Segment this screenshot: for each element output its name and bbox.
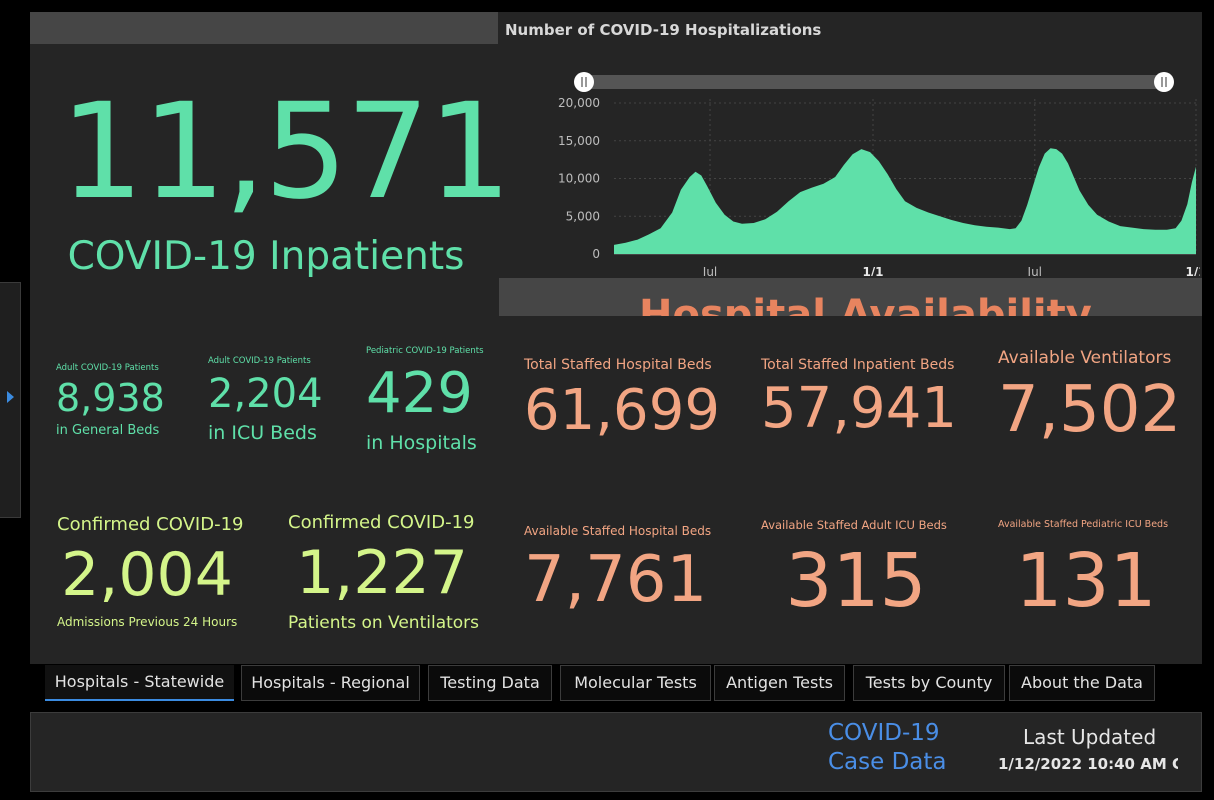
stat-subtitle: in General Beds (56, 423, 160, 438)
adult-icu-beds-value: 2,204 (208, 371, 323, 417)
availability-title: Hospital Availability (639, 292, 1092, 316)
available-pediatric-icu-beds-value: 131 (1015, 538, 1157, 624)
y-tick-label: 10,000 (558, 172, 600, 186)
last-updated-value: 1/12/2022 10:40 AM CT (998, 755, 1178, 773)
header-bar (30, 12, 498, 44)
range-handle-left[interactable] (574, 72, 594, 92)
tab-hospitals-regional[interactable]: Hospitals - Regional (241, 665, 420, 701)
dashboard-panel: Number of COVID-19 Hospitalizations 11,5… (30, 12, 1202, 664)
adult-general-beds-value: 8,938 (56, 376, 165, 420)
tab-testing-data[interactable]: Testing Data (428, 665, 552, 701)
tab-hospitals-statewide[interactable]: Hospitals - Statewide (45, 665, 234, 701)
total-staffed-inpatient-beds-value: 57,941 (761, 376, 957, 441)
x-tick-label: 1/1 (862, 265, 883, 276)
adult-general-beds-stat: Adult COVID-19 Patients 8,938 in General… (56, 363, 165, 438)
stat-subtitle: Admissions Previous 24 Hours (57, 615, 238, 629)
stat-caption: Available Staffed Adult ICU Beds (761, 518, 947, 532)
y-tick-label: 0 (592, 247, 600, 261)
admissions-24h-stat: Confirmed COVID-19 2,004 Admissions Prev… (57, 514, 244, 629)
stat-subtitle: Patients on Ventilators (288, 613, 480, 633)
stat-caption: Available Staffed Hospital Beds (524, 524, 712, 538)
available-staffed-hospital-beds-value: 7,761 (524, 543, 708, 617)
case-link-line2: Case Data (828, 749, 947, 775)
tab-molecular-tests[interactable]: Molecular Tests (560, 665, 711, 701)
stat-subtitle: in Hospitals (366, 432, 477, 454)
last-updated-label: Last Updated (1023, 725, 1157, 749)
total-staffed-inpatient-beds-stat: Total Staffed Inpatient Beds 57,941 (761, 357, 957, 437)
available-ventilators-stat: Available Ventilators 7,502 (998, 348, 1181, 442)
chart-title: Number of COVID-19 Hospitalizations (505, 21, 822, 39)
x-tick-label: 1/1 (1185, 265, 1200, 276)
case-link-line1: COVID-19 (828, 720, 940, 746)
stat-caption: Confirmed COVID-19 (57, 514, 244, 535)
stat-subtitle: in ICU Beds (208, 422, 317, 444)
stat-caption: Pediatric COVID-19 Patients (366, 346, 484, 356)
available-staffed-hospital-beds-stat: Available Staffed Hospital Beds 7,761 (524, 524, 711, 612)
available-adult-icu-beds-value: 315 (785, 538, 927, 624)
admissions-24h-value: 2,004 (61, 540, 233, 610)
stat-caption: Adult COVID-19 Patients (56, 363, 159, 373)
stat-caption: Total Staffed Hospital Beds (524, 357, 712, 373)
stat-caption: Available Ventilators (998, 348, 1172, 368)
stat-caption: Available Staffed Pediatric ICU Beds (998, 519, 1169, 530)
ventilator-patients-value: 1,227 (296, 538, 468, 608)
stat-caption: Total Staffed Inpatient Beds (761, 357, 955, 373)
range-handle-right[interactable] (1154, 72, 1174, 92)
x-tick-label: Jul (1027, 265, 1042, 276)
available-adult-icu-beds-stat: Available Staffed Adult ICU Beds 315 (761, 518, 951, 618)
available-ventilators-value: 7,502 (998, 373, 1182, 447)
side-panel-toggle[interactable] (0, 282, 21, 518)
available-pediatric-icu-beds-stat: Available Staffed Pediatric ICU Beds 131 (998, 519, 1174, 618)
adult-icu-beds-stat: Adult COVID-19 Patients 2,204 in ICU Bed… (208, 356, 323, 444)
tab-antigen-tests[interactable]: Antigen Tests (714, 665, 845, 701)
footer-bar: COVID-19 Case Data Last Updated 1/12/202… (30, 712, 1202, 792)
y-tick-label: 5,000 (566, 209, 600, 223)
y-tick-label: 20,000 (558, 96, 600, 110)
expand-arrow-icon (7, 391, 14, 403)
case-data-link[interactable]: COVID-19 Case Data (828, 719, 947, 777)
total-staffed-hospital-beds-value: 61,699 (524, 378, 720, 443)
hospital-availability-header: Hospital Availability (499, 278, 1202, 316)
inpatients-label: COVID-19 Inpatients (67, 234, 465, 279)
x-tick-label: Jul (702, 265, 717, 276)
total-staffed-hospital-beds-stat: Total Staffed Hospital Beds 61,699 (524, 357, 720, 439)
stat-caption: Adult COVID-19 Patients (208, 356, 311, 366)
hospitalizations-chart[interactable]: 0 5,000 10,000 15,000 20,000 Jul 1/1 Jul 1/1 (510, 66, 1200, 276)
tab-tests-by-county[interactable]: Tests by County (853, 665, 1005, 701)
ventilator-patients-stat: Confirmed COVID-19 1,227 Patients on Ven… (288, 512, 480, 633)
pediatric-patients-value: 429 (366, 361, 473, 426)
hospitalizations-area (614, 148, 1196, 254)
stat-caption: Confirmed COVID-19 (288, 512, 475, 533)
tab-about-the-data[interactable]: About the Data (1009, 665, 1155, 701)
y-tick-label: 15,000 (558, 134, 600, 148)
pediatric-patients-stat: Pediatric COVID-19 Patients 429 in Hospi… (366, 346, 484, 454)
inpatients-count: 11,571 (60, 75, 512, 229)
range-slider-track[interactable] (584, 75, 1164, 89)
